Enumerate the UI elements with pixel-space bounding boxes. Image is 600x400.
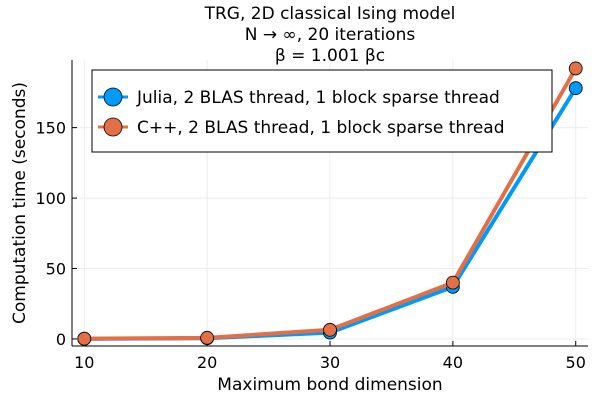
legend-label-julia: Julia, 2 BLAS thread, 1 block sparse thr…	[136, 88, 500, 108]
title-line-3: β = 1.001 βc	[275, 46, 385, 66]
legend: Julia, 2 BLAS thread, 1 block sparse thr…	[91, 69, 553, 153]
x-tick-label: 10	[74, 353, 94, 372]
y-tick-label: 50	[46, 260, 66, 279]
chart-title: TRG, 2D classical Ising model N → ∞, 20 …	[204, 4, 456, 66]
legend-marker-cpp	[103, 117, 123, 137]
y-tick-label: 100	[35, 189, 66, 208]
legend-marker-julia	[103, 87, 123, 107]
legend-label-cpp: C++, 2 BLAS thread, 1 block sparse threa…	[137, 118, 505, 138]
data-point	[323, 322, 337, 337]
x-tick-label: 40	[443, 353, 463, 372]
series	[77, 61, 583, 346]
data-point	[445, 275, 460, 290]
series-1	[77, 61, 583, 346]
data-point	[568, 81, 583, 96]
data-point	[568, 61, 583, 76]
y-tick-label: 0	[56, 330, 66, 349]
x-tick-label: 20	[197, 353, 217, 372]
x-tick-label: 50	[566, 353, 586, 372]
x-tick-label: 30	[320, 353, 340, 372]
title-line-2: N → ∞, 20 iterations	[245, 25, 416, 45]
title-line-1: TRG, 2D classical Ising model	[204, 4, 456, 24]
data-point	[200, 330, 215, 345]
y-axis-label: Computation time (seconds)	[10, 82, 30, 324]
data-point	[77, 331, 92, 346]
y-tick-label: 150	[35, 119, 66, 138]
ticks: 10 20 30 40 50 0 50 100 150	[35, 119, 585, 372]
legend-box	[91, 69, 553, 153]
x-axis-label: Maximum bond dimension	[217, 375, 442, 395]
